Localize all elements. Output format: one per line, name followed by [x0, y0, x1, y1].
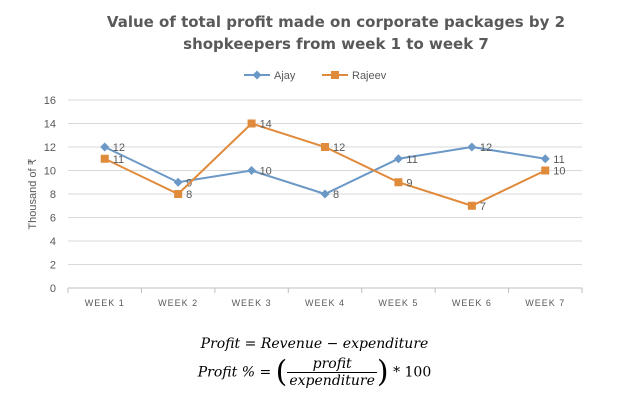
data-label: 11: [406, 154, 417, 166]
x-tick-label: WEEK 1: [85, 298, 125, 308]
data-point: [173, 177, 183, 187]
x-tick-label: WEEK 2: [158, 298, 198, 308]
data-point: [321, 143, 329, 151]
data-point: [247, 166, 257, 175]
x-tick-label: WEEK 3: [232, 298, 272, 308]
data-point: [467, 142, 477, 152]
data-point: [540, 154, 550, 164]
data-point: [100, 142, 110, 152]
x-tick-label: WEEK 4: [305, 298, 345, 308]
formula-2-lhs: Profit %: [197, 364, 256, 381]
x-axis-ticks: WEEK 1 WEEK 2 WEEK 3 WEEK 4 WEEK 5 WEEK 6 WEEK…: [67, 288, 583, 308]
legend-item-rajeev: Rajeev: [322, 70, 387, 82]
y-tick-label: 10: [44, 166, 56, 178]
formula-2-denominator: expenditure: [289, 373, 375, 389]
legend-label: Rajeev: [352, 70, 387, 82]
data-label: 12: [113, 142, 125, 154]
data-label: 12: [480, 142, 492, 154]
formula-1-eq: =: [244, 336, 257, 352]
data-point: [467, 201, 476, 210]
data-label: 8: [333, 189, 339, 201]
data-label: 14: [260, 119, 272, 131]
y-tick-label: 12: [44, 142, 56, 154]
formula-2-suffix: * 100: [393, 364, 432, 381]
y-tick-label: 8: [50, 189, 56, 201]
y-tick-label: 16: [44, 95, 56, 107]
legend-label: Ajay: [274, 70, 296, 82]
data-label: 12: [333, 142, 345, 154]
data-label: 11: [553, 154, 564, 166]
data-label: 10: [553, 166, 565, 178]
data-point: [393, 154, 403, 164]
series-rajeev: 11 8 14 12 9 7 10: [100, 119, 566, 213]
y-tick-label: 4: [50, 236, 56, 248]
data-point: [174, 190, 183, 198]
x-tick-label: WEEK 6: [452, 298, 492, 308]
legend-item-ajay: Ajay: [244, 70, 296, 82]
data-point: [541, 166, 550, 175]
x-tick-label: WEEK 5: [378, 298, 418, 308]
formula-2-close-paren: ): [376, 354, 389, 390]
y-axis-ticks: 0 2 4 6 8 10 12 14 16: [44, 95, 56, 295]
x-tick-label: WEEK 7: [525, 298, 565, 308]
profit-percent-formula: Profit % = (profit expenditure) * 100: [0, 356, 629, 400]
formula-2-eq: =: [259, 364, 272, 381]
y-tick-label: 0: [50, 283, 56, 295]
y-tick-label: 6: [50, 213, 56, 225]
profit-formula: Profit = Revenue − expenditure: [0, 336, 629, 352]
formula-1-rhs: Revenue − expenditure: [260, 336, 429, 352]
y-tick-label: 14: [44, 119, 56, 131]
formula-2-numerator: profit: [287, 356, 377, 373]
data-label: 7: [480, 201, 486, 213]
line-chart: Value of total profit made on corporate …: [27, 13, 583, 308]
legend-marker: [331, 71, 339, 79]
formula-2-open-paren: (: [275, 354, 288, 390]
y-axis-label: Thousand of ₹: [27, 158, 39, 229]
data-point: [247, 119, 256, 128]
formula-1-lhs: Profit: [200, 336, 241, 352]
y-tick-label: 2: [50, 260, 56, 272]
data-point: [394, 178, 403, 187]
data-label: 11: [113, 154, 124, 166]
data-label: 8: [186, 189, 192, 201]
formula-2-fraction: profit expenditure: [287, 356, 377, 389]
legend-marker: [252, 70, 262, 80]
chart-title-line-1: Value of total profit made on corporate …: [107, 13, 565, 31]
data-label: 10: [260, 166, 272, 178]
data-label: 9: [406, 177, 412, 189]
legend: Ajay Rajeev: [244, 70, 387, 82]
chart-title-line-2: shopkeepers from week 1 to week 7: [183, 35, 489, 53]
data-point: [320, 189, 330, 199]
data-point: [100, 154, 109, 163]
